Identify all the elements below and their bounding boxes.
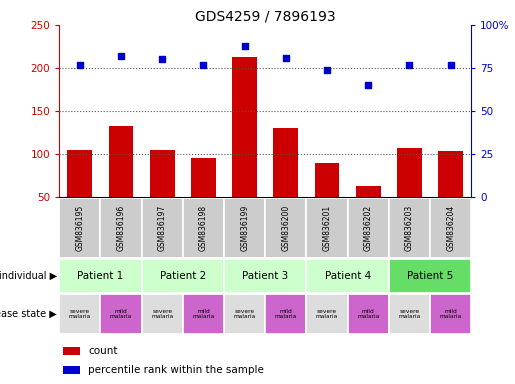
Bar xyxy=(306,294,348,334)
Text: GSM836202: GSM836202 xyxy=(364,205,373,251)
Bar xyxy=(183,294,224,334)
Text: Patient 5: Patient 5 xyxy=(407,271,453,281)
Bar xyxy=(265,198,306,258)
Bar xyxy=(142,259,224,293)
Point xyxy=(76,61,84,68)
Text: Patient 1: Patient 1 xyxy=(77,271,124,281)
Text: severe
malaria: severe malaria xyxy=(316,308,338,319)
Bar xyxy=(438,151,463,240)
Bar xyxy=(183,198,224,258)
Bar xyxy=(224,198,265,258)
Text: mild
malaria: mild malaria xyxy=(192,308,215,319)
Bar xyxy=(430,198,471,258)
Bar xyxy=(389,198,430,258)
Bar xyxy=(63,347,80,354)
Text: count: count xyxy=(88,346,117,356)
Bar xyxy=(100,294,142,334)
Bar xyxy=(315,164,339,240)
Text: individual ▶: individual ▶ xyxy=(0,271,57,281)
Title: GDS4259 / 7896193: GDS4259 / 7896193 xyxy=(195,10,336,24)
Text: mild
malaria: mild malaria xyxy=(357,308,380,319)
Text: GSM836204: GSM836204 xyxy=(446,205,455,251)
Bar xyxy=(109,126,133,240)
Bar xyxy=(67,150,92,240)
Text: disease state ▶: disease state ▶ xyxy=(0,309,57,319)
Bar xyxy=(430,294,471,334)
Text: GSM836196: GSM836196 xyxy=(116,205,126,251)
Text: severe
malaria: severe malaria xyxy=(233,308,256,319)
Bar xyxy=(273,128,298,240)
Bar xyxy=(389,259,471,293)
Bar xyxy=(150,150,175,240)
Text: severe
malaria: severe malaria xyxy=(68,308,91,319)
Bar xyxy=(348,198,389,258)
Text: GSM836199: GSM836199 xyxy=(240,205,249,251)
Text: GSM836195: GSM836195 xyxy=(75,205,84,251)
Point xyxy=(364,82,372,88)
Text: GSM836201: GSM836201 xyxy=(322,205,332,251)
Bar xyxy=(224,294,265,334)
Bar xyxy=(397,148,422,240)
Bar xyxy=(59,294,100,334)
Point xyxy=(117,53,125,59)
Bar xyxy=(232,57,257,240)
Bar xyxy=(59,198,100,258)
Point xyxy=(241,43,249,49)
Bar xyxy=(348,294,389,334)
Point xyxy=(323,66,331,73)
Bar xyxy=(59,259,142,293)
Text: severe
malaria: severe malaria xyxy=(151,308,174,319)
Text: mild
malaria: mild malaria xyxy=(274,308,297,319)
Point xyxy=(158,56,166,63)
Bar xyxy=(224,259,306,293)
Bar xyxy=(63,366,80,374)
Bar xyxy=(265,294,306,334)
Bar xyxy=(142,198,183,258)
Bar xyxy=(356,186,381,240)
Point xyxy=(405,61,414,68)
Text: Patient 2: Patient 2 xyxy=(160,271,206,281)
Text: GSM836200: GSM836200 xyxy=(281,205,290,251)
Bar xyxy=(306,259,389,293)
Text: severe
malaria: severe malaria xyxy=(398,308,421,319)
Bar xyxy=(142,294,183,334)
Text: mild
malaria: mild malaria xyxy=(110,308,132,319)
Text: GSM836197: GSM836197 xyxy=(158,205,167,251)
Text: GSM836198: GSM836198 xyxy=(199,205,208,251)
Text: GSM836203: GSM836203 xyxy=(405,205,414,251)
Bar xyxy=(191,158,216,240)
Text: Patient 3: Patient 3 xyxy=(242,271,288,281)
Point xyxy=(199,61,208,68)
Point xyxy=(282,55,290,61)
Bar xyxy=(389,294,430,334)
Text: percentile rank within the sample: percentile rank within the sample xyxy=(88,364,264,374)
Bar xyxy=(100,198,142,258)
Point xyxy=(447,61,455,68)
Bar xyxy=(306,198,348,258)
Text: mild
malaria: mild malaria xyxy=(439,308,462,319)
Text: Patient 4: Patient 4 xyxy=(324,271,371,281)
